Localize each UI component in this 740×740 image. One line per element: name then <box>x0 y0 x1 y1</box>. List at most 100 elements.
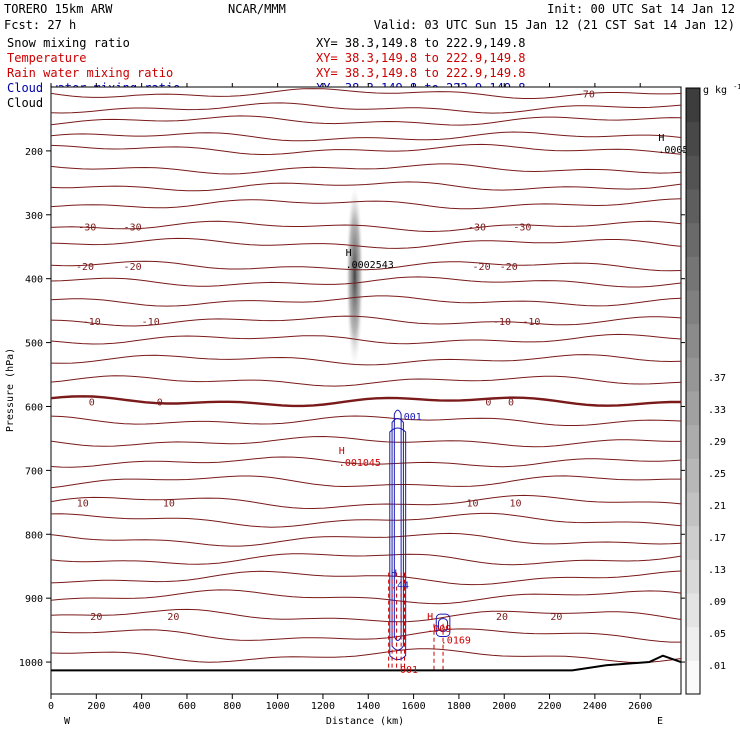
temperature-contour <box>50 131 682 142</box>
colorbar-segment <box>686 660 700 695</box>
temperature-contour <box>50 354 682 366</box>
colorbar-tick-label: .37 <box>708 373 726 384</box>
colorbar-segment <box>686 323 700 358</box>
y-tick-label: 500 <box>25 339 43 350</box>
colorbar-segment <box>686 492 700 527</box>
temperature-label: -20 <box>124 262 142 273</box>
temperature-label: 10 <box>77 498 89 509</box>
colorbar-tick-label: .13 <box>708 565 726 576</box>
rain-value-4-value: 001 <box>400 665 418 676</box>
y-tick-label: 200 <box>25 147 43 158</box>
cloud-top-max-mark: H <box>658 133 664 144</box>
colorbar-tick-label: .25 <box>708 469 726 480</box>
y-tick-label: 400 <box>25 275 43 286</box>
x-tick-label: 200 <box>87 701 105 712</box>
x-tick-label: 400 <box>133 701 151 712</box>
colorbar-segment <box>686 525 700 560</box>
x-tick-label: 1400 <box>356 701 380 712</box>
temperature-label: 10 <box>510 498 522 509</box>
temperature-label: -10 <box>83 317 101 328</box>
cloud-water-max-value: .44 <box>391 581 409 592</box>
temperature-label: -20 <box>500 262 518 273</box>
colorbar-tick-label: .29 <box>708 437 726 448</box>
temperature-contour <box>50 220 682 233</box>
temperature-contour <box>50 628 681 643</box>
temperature-contour <box>50 163 682 175</box>
temperature-contour <box>50 295 682 307</box>
temperature-contour <box>50 415 682 426</box>
plot-frame <box>50 86 682 695</box>
colorbar-tick-label: .17 <box>708 533 726 544</box>
legend-name: Snow mixing ratio <box>7 36 130 50</box>
temperature-label: 20 <box>167 612 179 623</box>
init-time: Init: 00 UTC Sat 14 Jan 12 <box>547 2 735 16</box>
legend-xy: XY= 38.3,149.8 to 222.9,149.8 <box>316 36 526 50</box>
cloud-water-contour <box>435 613 451 637</box>
temperature-contour <box>50 475 681 489</box>
contour-labels: -70 -30 -30 -30 -30 -20 -20 -20 -20 -10 -10 -10 -10 0… <box>76 89 688 676</box>
temperature-contour <box>50 102 682 114</box>
y-tick-label: 600 <box>25 402 43 413</box>
cloud-water-label-value: .001 <box>398 412 422 423</box>
y-tick-label: 1000 <box>19 658 43 669</box>
colorbar-segment <box>686 88 700 123</box>
rain-max-2-mark: H <box>427 612 433 623</box>
terrain-line <box>51 654 682 672</box>
colorbar-segment <box>686 256 700 291</box>
colorbar-tick-label: .09 <box>708 597 726 608</box>
colorbar-tick-label: .01 <box>708 661 726 672</box>
temperature-contour <box>50 608 682 623</box>
rain-max-value: .001045 <box>339 458 381 469</box>
snow-shading <box>345 190 364 381</box>
colorbar-tick-label: .05 <box>708 629 726 640</box>
colorbar-segment <box>686 290 700 325</box>
colorbar-segment <box>686 458 700 493</box>
x-tick-label: 2200 <box>538 701 562 712</box>
temperature-label: -30 <box>78 222 96 233</box>
temperature-label: 20 <box>496 612 508 623</box>
x-axis-east: E <box>657 716 663 727</box>
temperature-label: 0 <box>157 397 163 408</box>
temperature-label: 20 <box>90 612 102 623</box>
y-axis-label: Pressure (hPa) <box>5 348 16 432</box>
colorbar-frame <box>685 87 701 695</box>
temperature-contour <box>50 315 682 327</box>
plot-area: -70 -30 -30 -30 -30 -20 -20 -20 -20 -10 -10 -10 -10 0… <box>19 83 688 712</box>
y-tick-label: 300 <box>25 211 43 222</box>
colorbar-unit-exponent: -1 <box>733 83 740 91</box>
temperature-contour <box>50 589 682 605</box>
temperature-contour <box>50 198 682 210</box>
x-tick-label: 0 <box>48 701 54 712</box>
x-tick-label: 600 <box>178 701 196 712</box>
colorbar-segment <box>686 222 700 257</box>
x-axis-west: W <box>64 716 71 727</box>
temperature-label: -10 <box>522 317 540 328</box>
x-axis-label: Distance (km) <box>326 716 404 727</box>
temperature-contour <box>50 553 682 566</box>
x-tick-label: 1600 <box>402 701 426 712</box>
temperature-label: -10 <box>493 317 511 328</box>
colorbar-segment <box>686 189 700 224</box>
legend-name: Temperature <box>7 51 86 65</box>
colorbar-unit: g kg -1 <box>703 83 740 96</box>
temperature-contour <box>50 570 682 586</box>
temperature-contour <box>50 375 682 387</box>
colorbar-segment <box>686 155 700 190</box>
temperature-contour <box>50 88 682 99</box>
temperature-contour <box>50 494 682 510</box>
x-axis-ticks: 0 200 400 600 800 1000 1200 1400 1600 1800 2000 220… <box>48 83 652 712</box>
y-tick-label: 700 <box>25 466 43 477</box>
x-tick-label: 2400 <box>583 701 607 712</box>
rain-max-2-value: .009 <box>427 624 451 635</box>
temperature-label: 0 <box>485 397 491 408</box>
rain-contours <box>388 572 444 670</box>
colorbar-unit-text: g kg <box>703 85 727 96</box>
x-tick-label: 2600 <box>628 701 652 712</box>
temperature-label: 0 <box>89 397 95 408</box>
temperature-label: -70 <box>577 89 595 100</box>
temperature-contour <box>50 456 682 468</box>
terrain <box>51 654 682 672</box>
temperature-contour <box>50 181 682 192</box>
x-tick-label: 1800 <box>447 701 471 712</box>
temperature-contour <box>50 512 682 528</box>
